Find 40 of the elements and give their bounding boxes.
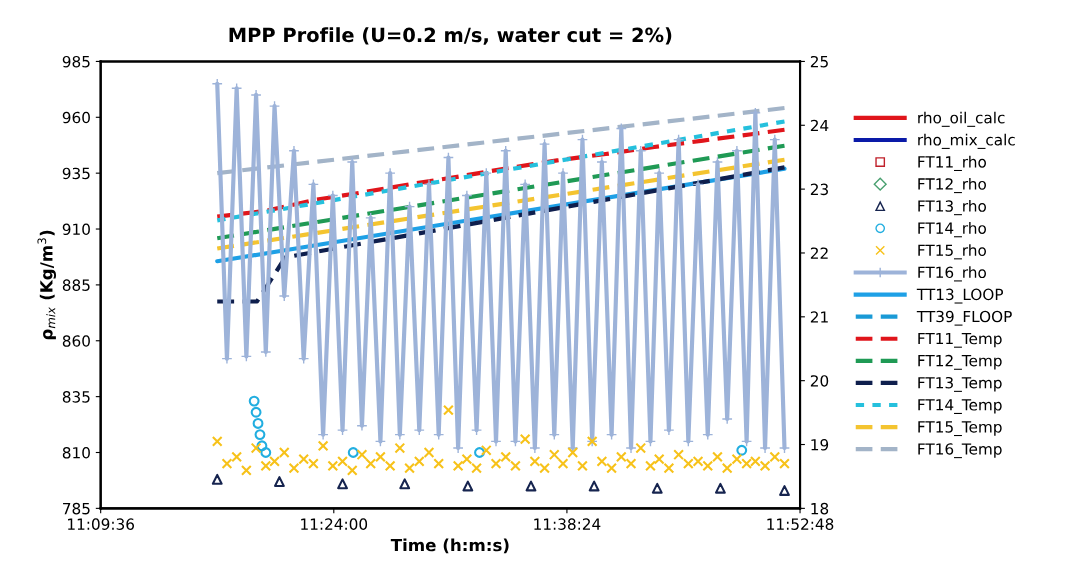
y2-tick-label: 18 — [811, 502, 829, 515]
y-tick-label: 935 — [62, 167, 90, 180]
x-tick-label: 11:24:00 — [301, 518, 368, 530]
y2-tick-label: 24 — [810, 119, 829, 132]
x-tick-label: 11:09:36 — [68, 518, 135, 530]
legend-label: FT16_Temp — [918, 443, 1002, 459]
y-tick-label: 885 — [62, 279, 90, 291]
legend-label: FT14_rho — [918, 222, 986, 238]
y-tick-label: 910 — [62, 223, 90, 236]
legend-label: TT39_FLOOP — [916, 310, 1012, 326]
legend-label: FT11_rho — [918, 155, 986, 172]
y-tick-label: 785 — [63, 502, 90, 515]
legend-label: FT11_Temp — [918, 332, 1002, 348]
y-tick-label: 810 — [62, 446, 90, 459]
y-tick-label: 835 — [62, 391, 90, 403]
legend-label: TT13_LOOP — [916, 288, 1004, 304]
legend-label: FT14_Temp — [918, 399, 1002, 414]
y2-tick-label: 23 — [810, 183, 828, 196]
legend-label: rho_mix_calc — [918, 133, 1015, 149]
y2-tick-label: 19 — [811, 438, 829, 451]
y2-tick-label: 21 — [810, 311, 828, 323]
x-axis-title: Time (h:m:s) — [390, 538, 509, 554]
legend-label: FT12_Temp — [918, 354, 1002, 370]
y-tick-label: 960 — [62, 111, 90, 124]
y2-tick-label: 20 — [810, 375, 829, 387]
chart-title: MPP Profile (U=0.2 m/s, water cut = 2%) — [229, 27, 672, 45]
y2-tick-label: 25 — [810, 55, 828, 68]
x-tick-label: 11:52:48 — [767, 518, 834, 530]
y-tick-label: 860 — [62, 335, 90, 347]
legend-label: FT13_Temp — [918, 376, 1002, 392]
y-axis-title: ρ$_{mix}$ (Kg/m$^{3}$) — [37, 230, 57, 340]
y2-tick-label: 22 — [810, 247, 828, 259]
legend-label: FT15_Temp — [918, 421, 1002, 437]
legend-label: FT13_rho — [918, 199, 986, 216]
x-tick-label: 11:38:24 — [534, 518, 601, 530]
legend-label: FT15_rho — [918, 244, 986, 260]
y-tick-label: 985 — [62, 55, 90, 68]
legend-label: FT16_rho — [918, 266, 986, 282]
legend-label: FT12_rho — [918, 177, 986, 194]
legend-label: rho_oil_calc — [918, 111, 1005, 127]
